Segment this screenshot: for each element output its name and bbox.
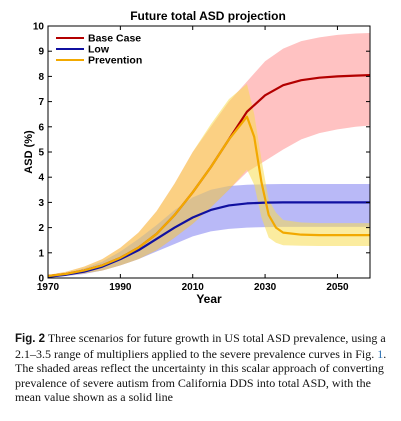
- x-tick-label: 1970: [37, 282, 60, 293]
- caption-text-part-2: . The shaded areas reflect the uncertain…: [15, 346, 387, 405]
- y-tick-label: 1: [38, 248, 44, 259]
- uncertainty-bands: [48, 33, 370, 278]
- y-tick-label: 7: [38, 97, 44, 108]
- y-tick-label: 0: [38, 274, 44, 285]
- legend-label-low: Low: [88, 44, 110, 56]
- y-tick-label: 8: [38, 72, 44, 83]
- chart-title: Future total ASD projection: [130, 9, 286, 23]
- legend: Base Case Low Prevention: [53, 31, 153, 68]
- figure-label: Fig. 2: [15, 333, 46, 345]
- y-tick-label: 10: [33, 22, 45, 33]
- caption-text-part-1: Three scenarios for future growth in US …: [15, 331, 386, 361]
- y-tick-label: 9: [38, 47, 44, 58]
- y-tick-label: 6: [38, 122, 44, 133]
- y-axis-label: ASD (%): [23, 130, 35, 174]
- x-tick-label: 1990: [109, 282, 132, 293]
- x-tick-label: 2050: [326, 282, 349, 293]
- figure-caption: Fig. 2 Three scenarios for future growth…: [15, 331, 387, 405]
- band-prevention: [48, 83, 370, 277]
- y-tick-label: 3: [38, 198, 44, 209]
- x-tick-label: 2010: [182, 282, 205, 293]
- x-axis-label: Year: [196, 292, 222, 306]
- y-tick-label: 2: [38, 223, 44, 234]
- legend-label-base-case: Base Case: [88, 33, 141, 45]
- y-axis-ticks: 0 1 2 3 4 5 6 7 8 9 10: [33, 22, 370, 285]
- line-low: [47, 201, 370, 278]
- y-tick-label: 4: [38, 173, 44, 184]
- series-lines: [47, 74, 371, 278]
- x-axis-ticks: 1970 1990 2010 2030 2050: [37, 26, 349, 293]
- x-tick-label: 2030: [254, 282, 277, 293]
- line-prevention: [47, 115, 370, 278]
- legend-label-prevention: Prevention: [88, 55, 142, 67]
- y-tick-label: 5: [38, 148, 44, 159]
- figure-reference-link[interactable]: 1: [377, 346, 384, 361]
- asd-projection-chart: Future total ASD projection 0 1 2 3 4 5 6 7 8 9 10…: [23, 9, 371, 306]
